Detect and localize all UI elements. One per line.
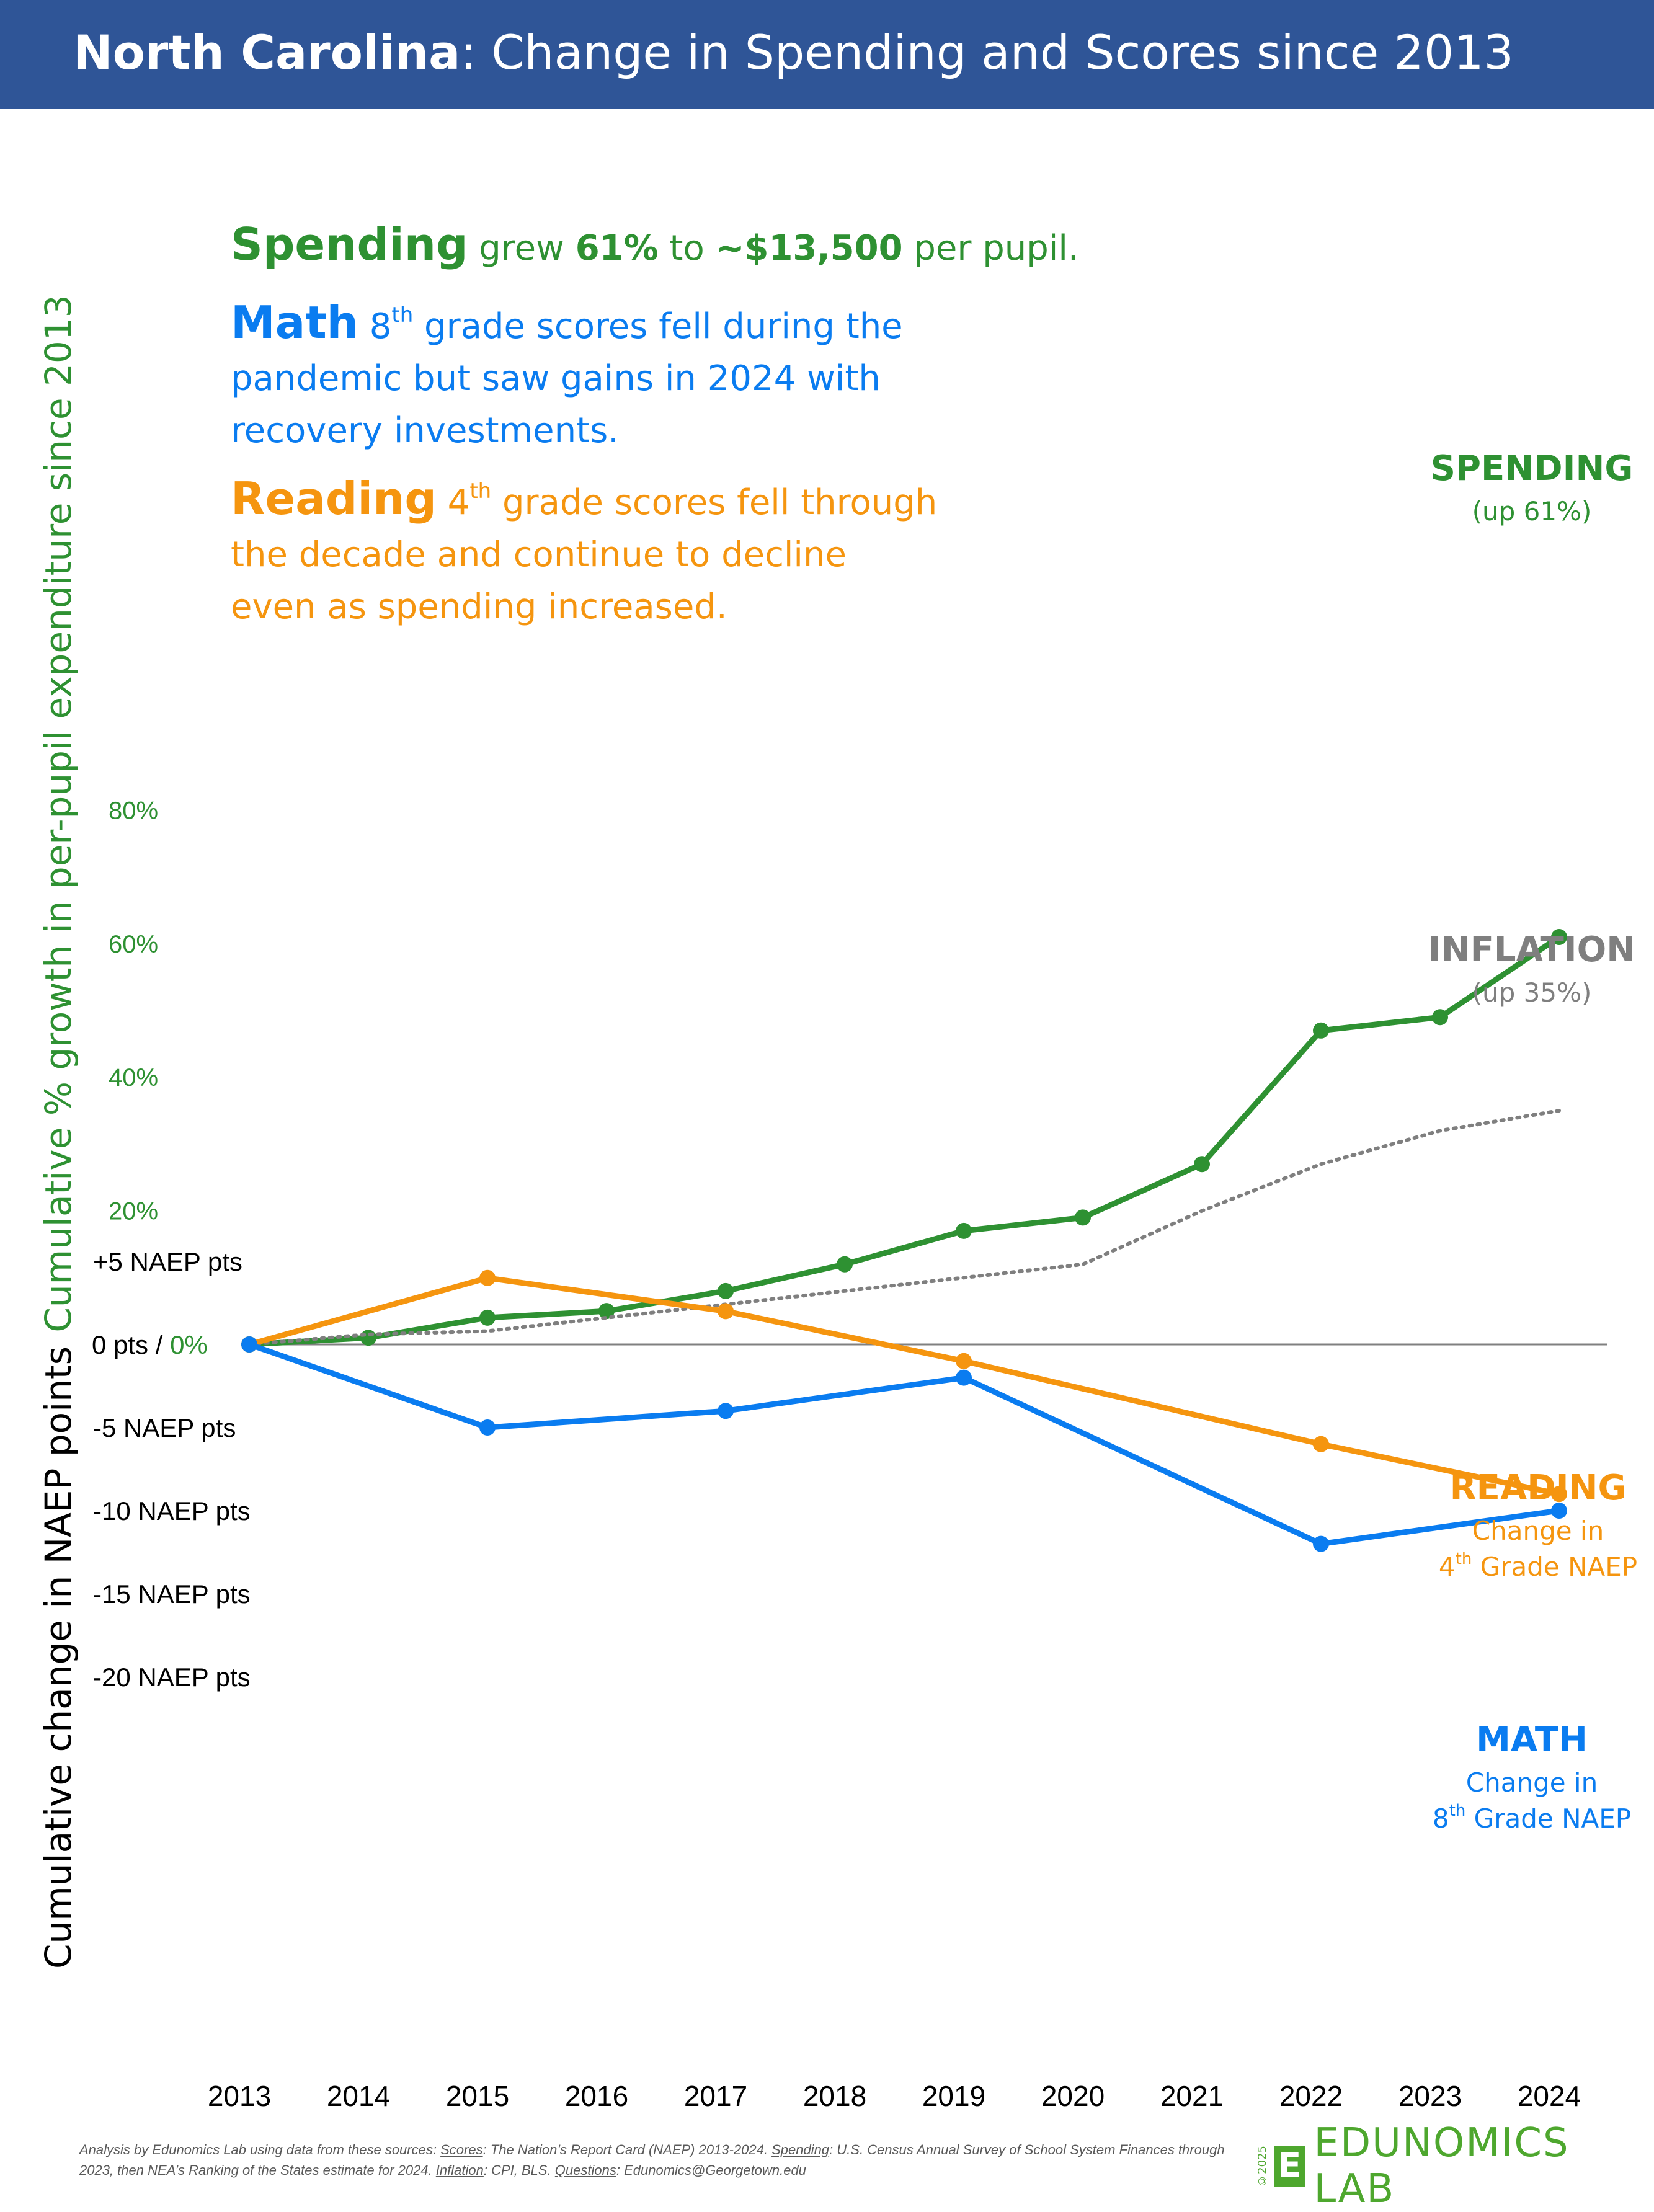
y-axis-title-percent: Cumulative % growth in per-pupil expendi… — [37, 295, 79, 1332]
reading-label-title: READING — [1449, 1468, 1627, 1508]
reading-point-2022 — [1313, 1436, 1329, 1452]
x-tick-label-2023: 2023 — [1398, 2080, 1462, 2112]
x-tick-label-2017: 2017 — [684, 2080, 747, 2112]
logo-mark-icon: E — [1274, 2146, 1305, 2187]
spending-annotation-text-3: per pupil. — [902, 228, 1079, 269]
math-annotation-sup: th — [391, 303, 414, 328]
y-zero-label-pts: 0 pts / — [92, 1330, 170, 1359]
reading-label-line1: Change in — [1472, 1516, 1604, 1546]
reading-annotation-line2: the decade and continue to decline — [231, 535, 847, 575]
y-tick-label-pts-3: -15 NAEP pts — [93, 1579, 251, 1609]
reading-annotation-text: grade scores fell through — [491, 482, 938, 523]
source-footnote: Analysis by Edunomics Lab using data fro… — [79, 2142, 1225, 2178]
spending-point-2015 — [479, 1309, 496, 1326]
spending-line — [246, 934, 1562, 1348]
spending-annotation-text-2: to — [658, 228, 716, 269]
spending-point-2018 — [837, 1256, 853, 1273]
y-tick-label-pct-20: 20% — [109, 1198, 158, 1225]
spending-annotation: Spending grew 61% to ~$13,500 per pupil. — [231, 218, 1079, 275]
spending-point-2017 — [718, 1282, 734, 1299]
math-point-2024 — [1551, 1503, 1567, 1519]
math-point-2017 — [718, 1403, 734, 1419]
math-label-line2: 8th Grade NAEP — [1432, 1801, 1632, 1834]
logo-copyright: ©2025 — [1256, 2145, 1269, 2187]
spending-annotation-lead: Spending — [231, 218, 468, 270]
spending-point-2014 — [360, 1330, 376, 1346]
series-lines — [241, 929, 1567, 1552]
logo-text: EDUNOMICS LAB — [1314, 2120, 1570, 2212]
inflation-series-label: INFLATION (up 35%) — [1408, 925, 1654, 1011]
y-tick-label-pts-0: +5 NAEP pts — [93, 1247, 242, 1276]
y-tick-label-pts-1: -5 NAEP pts — [93, 1413, 236, 1442]
spending-point-2022 — [1313, 1022, 1329, 1039]
spending-point-2024 — [1551, 929, 1567, 946]
chart-title: North Carolina: Change in Spending and S… — [73, 25, 1514, 80]
math-annotation-lead: Math — [231, 296, 358, 349]
y-tick-label-pts-4: -20 NAEP pts — [93, 1663, 251, 1692]
reading-point-2024 — [1551, 1486, 1567, 1503]
y-tick-label-pct-60: 60% — [109, 931, 158, 958]
reading-annotation-lead: Reading — [231, 473, 437, 525]
inflation-line — [247, 1109, 1561, 1346]
reading-point-2015 — [479, 1269, 496, 1286]
spending-annotation-pct: 61% — [575, 228, 659, 269]
x-tick-label-2016: 2016 — [565, 2080, 628, 2112]
y-tick-label-pts-2: -10 NAEP pts — [93, 1496, 251, 1526]
math-annotation: Math 8th grade scores fell during the pa… — [231, 296, 903, 457]
y-zero-label-pct: 0% — [170, 1330, 208, 1359]
reading-annotation: Reading 4th grade scores fell through th… — [231, 473, 937, 633]
reading-point-2017 — [718, 1303, 734, 1320]
spending-point-2019 — [956, 1222, 972, 1239]
x-tick-label-2022: 2022 — [1279, 2080, 1343, 2112]
inflation-label-sub: (up 35%) — [1472, 977, 1592, 1008]
y-zero-label: 0 pts / 0% — [92, 1330, 208, 1359]
spending-annotation-text: grew — [468, 228, 576, 269]
reading-point-2019 — [956, 1353, 972, 1369]
y-tick-label-pct-40: 40% — [109, 1064, 158, 1091]
x-tick-label-2014: 2014 — [327, 2080, 390, 2112]
x-tick-label-2018: 2018 — [803, 2080, 866, 2112]
spending-point-2021 — [1194, 1156, 1210, 1173]
math-annotation-grade: 8 — [358, 306, 392, 347]
y-axis-title-points: Cumulative change in NAEP points — [37, 1346, 79, 1969]
axes: 20%40%60%80%+5 NAEP pts-5 NAEP pts-10 NA… — [37, 295, 1607, 2112]
x-tick-label-2024: 2024 — [1518, 2080, 1581, 2112]
reading-label-line2: 4th Grade NAEP — [1438, 1550, 1638, 1582]
spending-label-sub: (up 61%) — [1472, 496, 1592, 526]
math-point-2019 — [956, 1369, 972, 1386]
math-series-label: MATH Change in 8th Grade NAEP — [1408, 1715, 1654, 1837]
spending-label-title: SPENDING — [1430, 448, 1634, 489]
x-tick-label-2019: 2019 — [922, 2080, 985, 2112]
math-label-title: MATH — [1476, 1720, 1588, 1760]
x-tick-label-2015: 2015 — [446, 2080, 509, 2112]
reading-annotation-line3: even as spending increased. — [231, 587, 727, 627]
spending-point-2016 — [598, 1303, 615, 1320]
edunomics-logo: ©2025 E EDUNOMICS LAB — [1256, 2120, 1654, 2212]
math-annotation-line3: recovery investments. — [231, 411, 620, 451]
math-label-line1: Change in — [1465, 1767, 1598, 1798]
reading-annotation-grade: 4 — [436, 482, 470, 523]
math-line — [246, 1341, 1562, 1547]
math-point-2022 — [1313, 1535, 1329, 1552]
reading-line — [246, 1275, 1562, 1497]
title-banner: North Carolina: Change in Spending and S… — [0, 0, 1654, 109]
spending-point-2023 — [1432, 1009, 1448, 1026]
reading-annotation-sup: th — [469, 479, 492, 504]
math-annotation-line2: pandemic but saw gains in 2024 with — [231, 358, 881, 399]
x-tick-label-2021: 2021 — [1160, 2080, 1224, 2112]
spending-annotation-amount: ~$13,500 — [715, 228, 903, 269]
x-tick-label-2013: 2013 — [208, 2080, 271, 2112]
title-state: North Carolina — [73, 25, 461, 80]
x-tick-label-2020: 2020 — [1041, 2080, 1105, 2112]
reading-series-label: READING Change in 4th Grade NAEP — [1414, 1464, 1654, 1585]
math-annotation-text: grade scores fell during the — [413, 306, 903, 347]
spending-series-label: SPENDING (up 61%) — [1408, 444, 1654, 530]
y-tick-label-pct-80: 80% — [109, 797, 158, 824]
math-point-2015 — [479, 1419, 496, 1436]
title-rest: : Change in Spending and Scores since 20… — [460, 25, 1514, 80]
inflation-label-title: INFLATION — [1428, 930, 1636, 970]
spending-point-2020 — [1075, 1209, 1091, 1226]
math-point-2013 — [241, 1336, 257, 1353]
